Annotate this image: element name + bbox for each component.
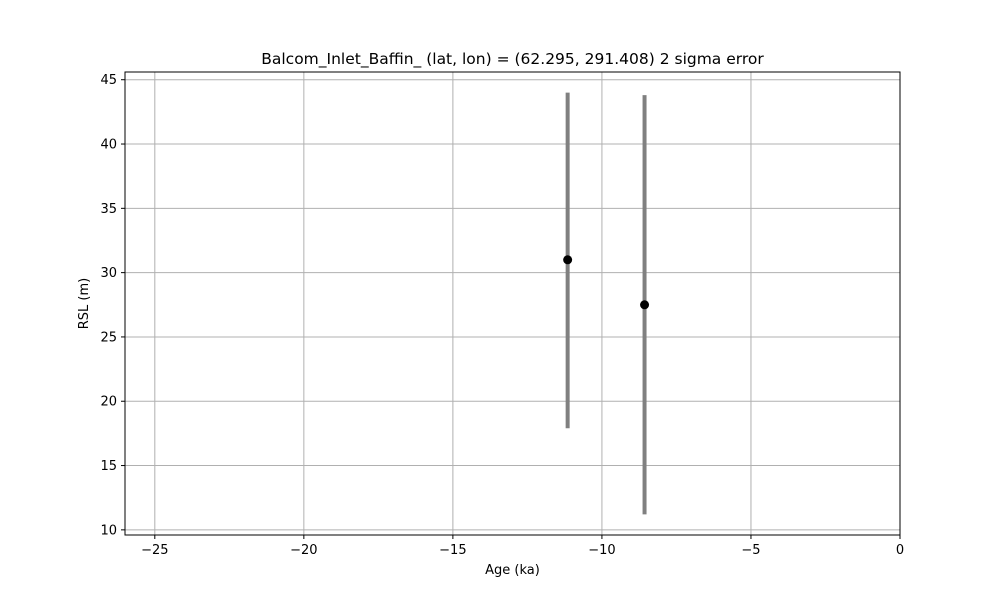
y-tick-label: 40 bbox=[100, 138, 117, 153]
data-point bbox=[640, 300, 650, 310]
x-tick-label: 0 bbox=[896, 543, 904, 558]
y-tick-label: 20 bbox=[100, 395, 117, 410]
y-tick-label: 30 bbox=[100, 266, 117, 281]
x-tick-label: −20 bbox=[290, 543, 317, 558]
x-tick-label: −15 bbox=[439, 543, 466, 558]
y-tick-label: 25 bbox=[100, 330, 117, 345]
x-tick-label: −25 bbox=[141, 543, 168, 558]
y-tick-label: 15 bbox=[100, 459, 117, 474]
data-points bbox=[563, 255, 650, 310]
y-tick-label: 45 bbox=[100, 73, 117, 88]
data-point bbox=[563, 255, 573, 265]
y-axis-label: RSL (m) bbox=[77, 278, 92, 329]
x-tick-label: −5 bbox=[741, 543, 760, 558]
x-axis-label: Age (ka) bbox=[485, 563, 540, 578]
chart-title: Balcom_Inlet_Baffin_ (lat, lon) = (62.29… bbox=[261, 50, 764, 69]
y-axis-ticks: 10 15 20 25 30 35 40 45 bbox=[100, 73, 125, 538]
y-tick-label: 35 bbox=[100, 202, 117, 217]
y-tick-label: 10 bbox=[100, 523, 117, 538]
plot-area-frame bbox=[124, 71, 901, 536]
x-axis-ticks: −25 −20 −15 −10 −5 0 bbox=[141, 535, 904, 558]
x-tick-label: −10 bbox=[588, 543, 615, 558]
